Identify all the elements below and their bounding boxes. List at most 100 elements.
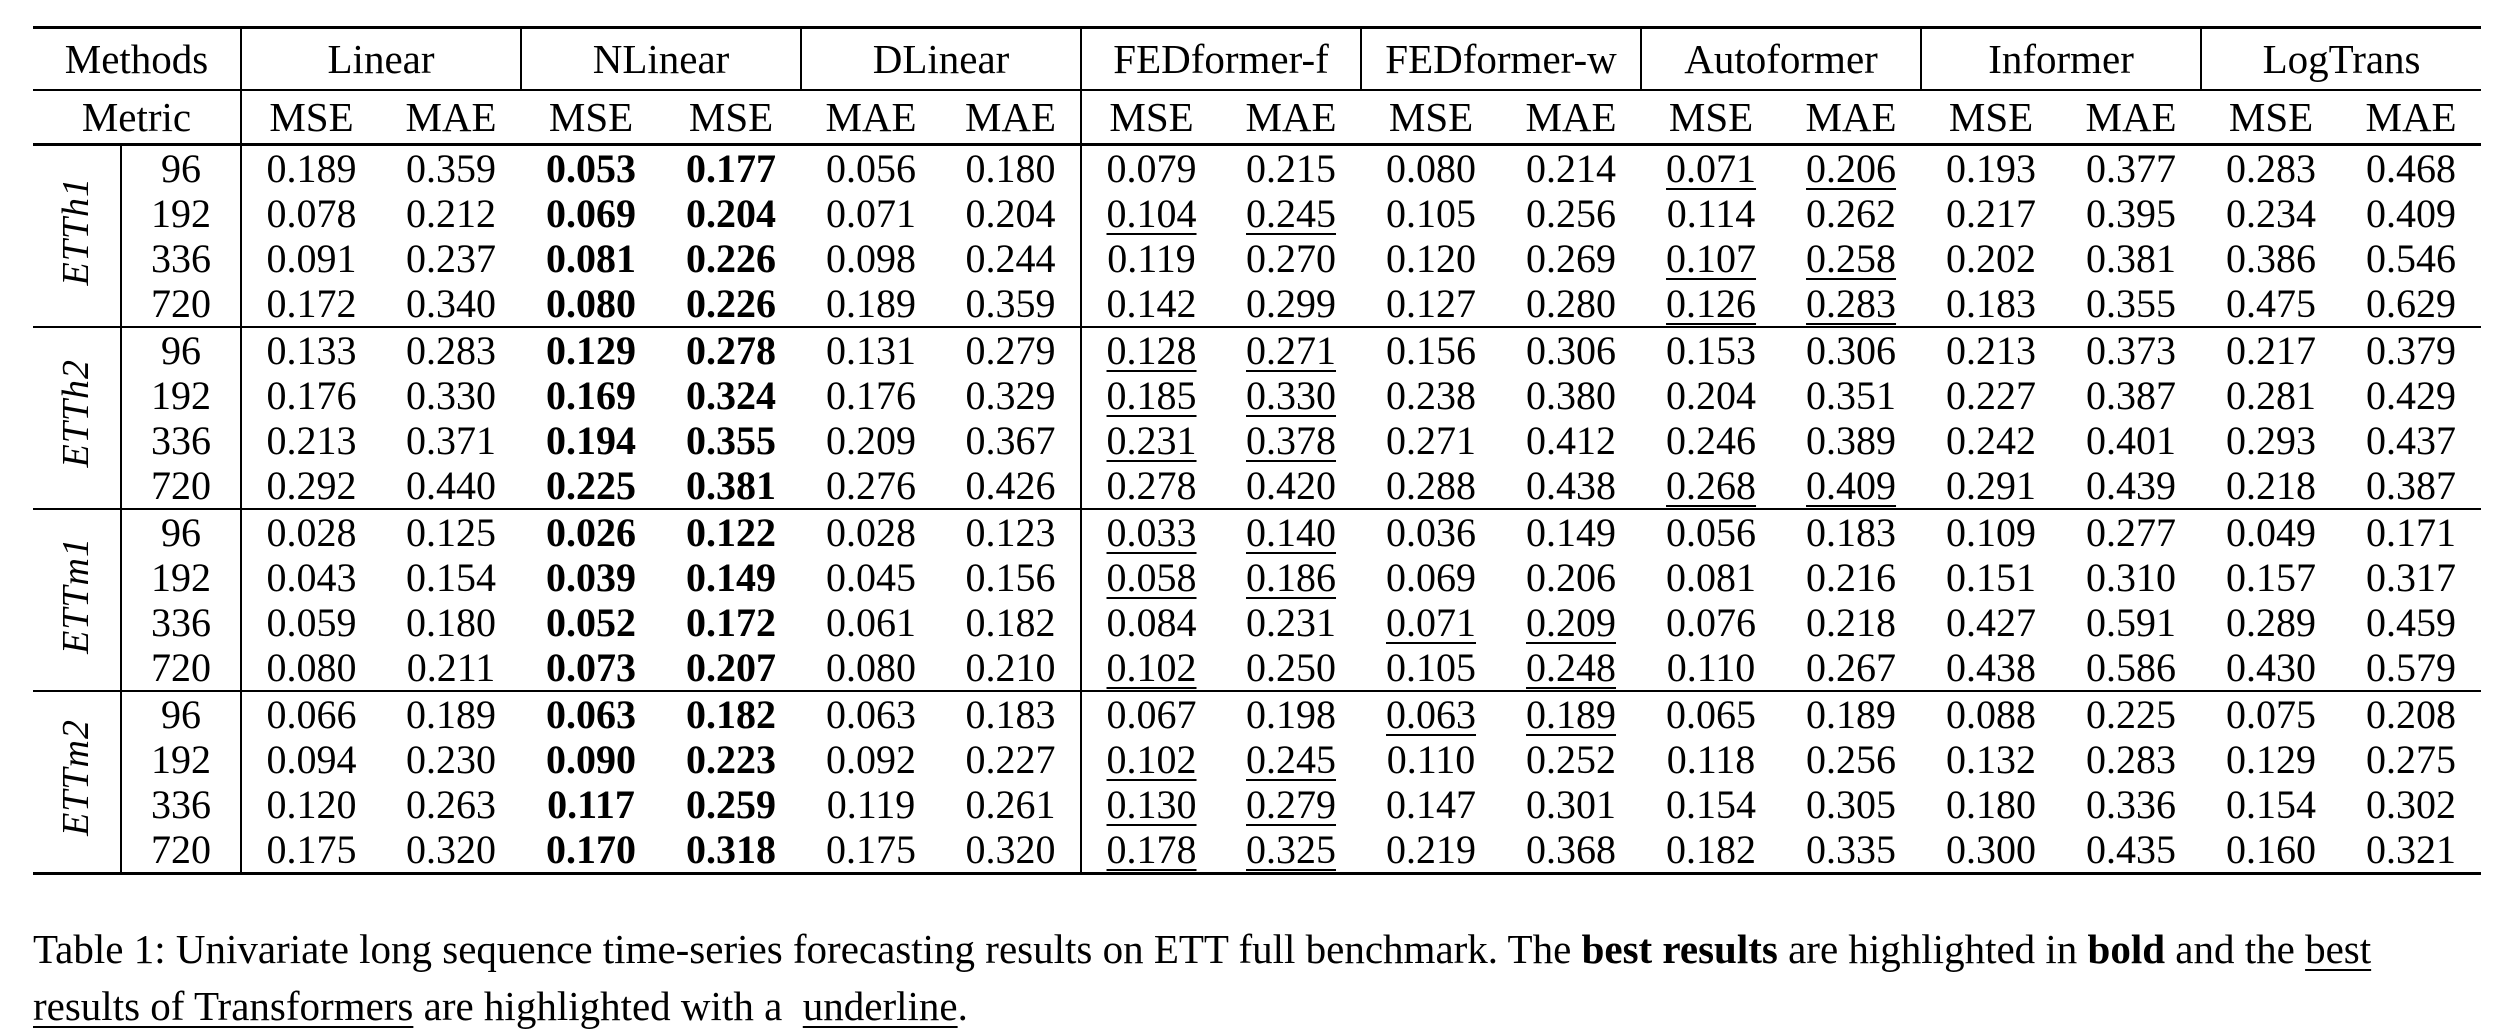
metric-value: 0.194	[546, 418, 637, 463]
metric-value: 0.283	[1806, 281, 1897, 326]
metric-value-cell: 0.218	[1781, 600, 1921, 645]
data-row-ettm1-720: 720 0.080 0.211 0.073 0.207 0.080 0.210 0.102 0.…	[33, 645, 2482, 692]
metric-value-cell: 0.183	[941, 691, 1081, 737]
metric-value-cell: 0.209	[1501, 600, 1641, 645]
metric-value-cell: 0.305	[1781, 782, 1921, 827]
metric-value-cell: 0.420	[1221, 463, 1362, 510]
dataset-label-etth2: ETTh2	[33, 327, 122, 510]
metric-value-cell: 0.227	[1921, 373, 2061, 418]
metric-value-cell: 0.090	[521, 737, 661, 782]
metric-cell: MAE	[1221, 90, 1362, 146]
metric-value: 0.579	[2366, 645, 2457, 690]
metric-value: 0.128	[1106, 328, 1197, 373]
dataset-label-text: ETTm1	[55, 537, 97, 654]
metric-value-cell: 0.130	[1080, 782, 1222, 827]
metric-value-cell: 0.292	[241, 463, 381, 510]
metric-value-cell: 0.069	[521, 191, 661, 236]
metric-value-cell: 0.579	[2341, 645, 2482, 692]
metric-value-cell: 0.118	[1641, 737, 1781, 782]
metric-value: 0.132	[1946, 737, 2037, 782]
metric-value: 0.429	[2366, 373, 2457, 418]
metric-value-cell: 0.209	[801, 418, 941, 463]
metric-value-cell: 0.120	[241, 782, 381, 827]
metric-value: 0.129	[546, 328, 637, 373]
metric-value: 0.193	[1946, 146, 2037, 191]
metric-header-row: Metric MSE MAE MSE MSE MAE MAE MSE MAE M…	[33, 90, 2482, 146]
data-row-etth2-192: 192 0.176 0.330 0.169 0.324 0.176 0.329 0.185 0.…	[33, 373, 2481, 418]
metric-value-cell: 0.412	[1501, 418, 1641, 463]
metric-value: 0.218	[1806, 600, 1897, 645]
metric-value: 0.094	[266, 737, 357, 782]
metric-value: 0.269	[1526, 236, 1617, 281]
metric-value: 0.377	[2086, 146, 2177, 191]
metric-value: 0.275	[2366, 737, 2457, 782]
horizon-cell: 336	[121, 418, 242, 463]
metric-value: 0.028	[826, 510, 917, 555]
metric-value: 0.189	[266, 146, 357, 191]
metric-value-cell: 0.198	[1221, 691, 1361, 737]
metric-value-cell: 0.248	[1501, 645, 1642, 692]
metric-value: 0.180	[965, 146, 1056, 191]
metric-value-cell: 0.058	[1080, 555, 1222, 600]
metric-value-cell: 0.059	[241, 600, 381, 645]
metric-value: 0.209	[1526, 600, 1617, 645]
metric-value-cell: 0.213	[1921, 327, 2061, 373]
metric-value: 0.189	[1806, 692, 1897, 737]
metric-value-cell: 0.182	[661, 691, 801, 737]
metric-value-cell: 0.122	[661, 509, 801, 555]
metric-value: 0.211	[406, 645, 496, 690]
metric-value: 0.258	[1806, 236, 1897, 281]
metric-value-cell: 0.129	[2201, 737, 2341, 782]
metric-value: 0.231	[1246, 600, 1337, 645]
metric-value-cell: 0.063	[521, 691, 661, 737]
metric-value-cell: 0.214	[1501, 145, 1641, 191]
metric-value-cell: 0.281	[2201, 373, 2341, 418]
metric-value: 0.147	[1386, 782, 1477, 827]
metric-value-cell: 0.351	[1781, 373, 1921, 418]
data-row-etth1-720: 720 0.172 0.340 0.080 0.226 0.189 0.359 0.142 0.…	[33, 281, 2482, 328]
metric-value-cell: 0.189	[801, 281, 942, 328]
metric-value-cell: 0.427	[1921, 600, 2061, 645]
metric-value: 0.300	[1946, 827, 2037, 872]
metric-value-cell: 0.340	[381, 281, 522, 328]
metric-value: 0.468	[2366, 146, 2457, 191]
metric-value-cell: 0.591	[2061, 600, 2201, 645]
metric-value: 0.117	[547, 782, 635, 827]
horizon-cell: 192	[121, 737, 242, 782]
metric-value-cell: 0.271	[1221, 327, 1361, 373]
metric-value-cell: 0.325	[1221, 827, 1362, 875]
metric-value-cell: 0.061	[801, 600, 941, 645]
metric-value-cell: 0.250	[1221, 645, 1362, 692]
metric-value: 0.475	[2226, 281, 2317, 326]
method-header-dlinear: DLinear	[800, 26, 1082, 91]
dataset-label-ettm1: ETTm1	[33, 509, 122, 692]
metric-value: 0.180	[406, 600, 496, 645]
metric-value-cell: 0.389	[1781, 418, 1921, 463]
metric-value-cell: 0.271	[1361, 418, 1501, 463]
metric-value-cell: 0.245	[1221, 737, 1361, 782]
dataset-label-ettm2: ETTm2	[33, 691, 122, 875]
metric-value: 0.427	[1946, 600, 2037, 645]
metric-value: 0.061	[826, 600, 917, 645]
metric-value-cell: 0.170	[521, 827, 662, 875]
metric-value: 0.198	[1246, 692, 1337, 737]
horizon-cell: 720	[121, 645, 242, 692]
metric-value-cell: 0.231	[1221, 600, 1361, 645]
metric-value-cell: 0.073	[521, 645, 662, 692]
metric-value-cell: 0.225	[2061, 691, 2201, 737]
metric-value-cell: 0.091	[241, 236, 381, 281]
method-header-autoformer: Autoformer	[1640, 26, 1922, 91]
metric-value: 0.110	[1666, 645, 1756, 690]
metric-value: 0.306	[1526, 328, 1617, 373]
metric-value: 0.172	[266, 281, 357, 326]
metric-value: 0.131	[826, 328, 917, 373]
metric-value-cell: 0.207	[661, 645, 802, 692]
metric-value-cell: 0.065	[1641, 691, 1781, 737]
metric-cell: MSE	[1361, 90, 1502, 146]
metric-value: 0.262	[1806, 191, 1897, 236]
metric-value: 0.140	[1246, 510, 1337, 555]
metric-value: 0.280	[1526, 281, 1617, 326]
data-row-etth2-720: 720 0.292 0.440 0.225 0.381 0.276 0.426 0.278 0.…	[33, 463, 2482, 510]
metric-value-cell: 0.306	[1781, 327, 1921, 373]
metric-value-cell: 0.216	[1781, 555, 1921, 600]
